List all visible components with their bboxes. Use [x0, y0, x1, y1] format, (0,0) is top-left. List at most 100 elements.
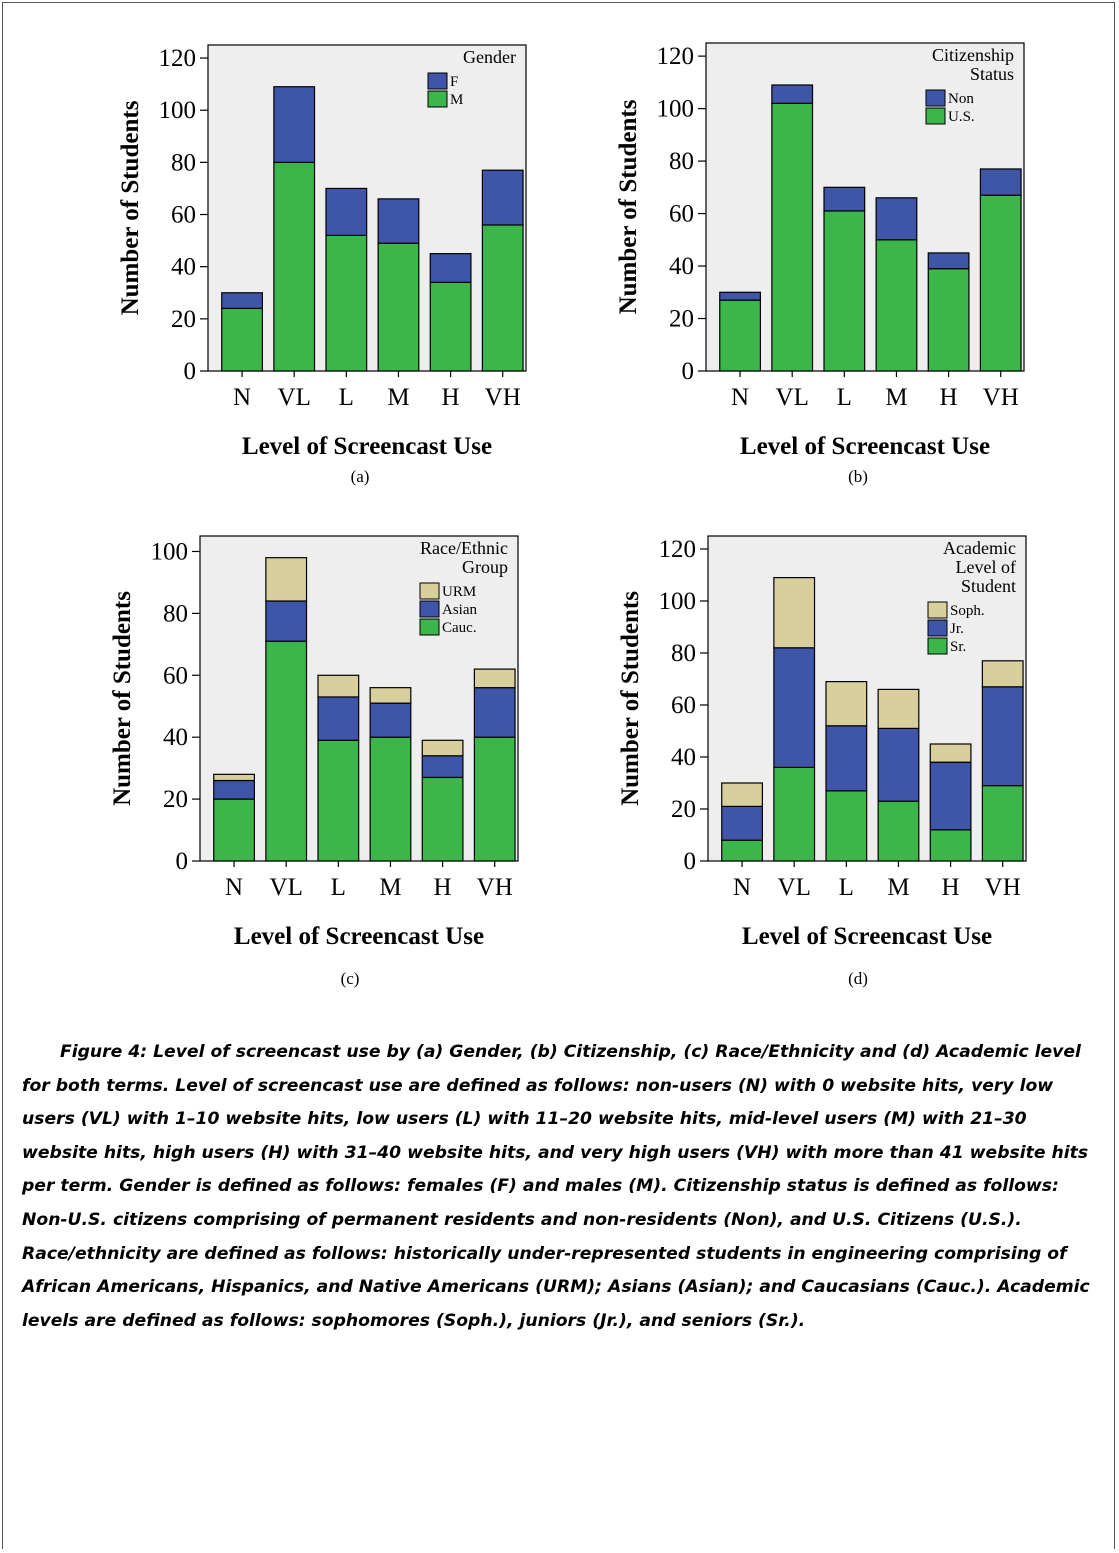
bar-segment-urm [473, 668, 516, 689]
bar-segment-sr [721, 839, 763, 862]
x-tick-label: M [387, 384, 409, 411]
chart-d-svg: 0 20 40 60 80 100 120 N VL L M H VH Level of Screenca… [617, 535, 1027, 950]
x-tick-label: L [837, 384, 852, 411]
x-tick-label: VH [485, 384, 521, 411]
bar-segment-non [823, 186, 866, 212]
y-tick-label: 80 [171, 149, 196, 176]
legend-label: U.S. [948, 109, 975, 125]
bar-segment-jr [825, 725, 868, 792]
y-tick-label: 0 [682, 358, 695, 385]
x-tick-label: L [331, 874, 346, 901]
x-axis-label: Level of Screencast Use [234, 923, 484, 950]
bar-segment-soph [825, 681, 868, 727]
legend-swatch-soph [927, 601, 948, 619]
y-tick-label: 20 [171, 306, 196, 333]
chart-b-svg: 0 20 40 60 80 100 120 N VL L M H VH Level of Screenca… [615, 42, 1025, 460]
legend-label: URM [442, 584, 476, 600]
bar-segment-m [377, 242, 420, 372]
y-tick-label: 120 [657, 43, 695, 70]
bar-segment-m [325, 234, 368, 372]
x-axis-label: Level of Screencast Use [742, 923, 992, 950]
y-tick-label: 40 [171, 254, 196, 281]
x-tick-label: VL [270, 874, 303, 901]
legend-swatch-us [925, 107, 946, 125]
bar-segment-asian [265, 600, 308, 642]
bar-segment-soph [929, 743, 972, 763]
y-tick-label: 60 [171, 202, 196, 229]
bar-segment-f [429, 253, 472, 283]
legend-swatch-f [427, 72, 448, 90]
y-tick-label: 60 [669, 201, 694, 228]
legend-label: Non [948, 91, 974, 107]
y-tick-label: 80 [163, 600, 188, 627]
bar-segment-f [481, 169, 524, 226]
chart-a-svg: 0 20 40 60 80 100 120 N VL L M H VH Level of Screenca… [117, 44, 527, 460]
y-tick-label: 40 [669, 253, 694, 280]
bar-segment-asian [317, 696, 360, 741]
bar-segment-jr [929, 761, 972, 831]
bar-segment-asian [421, 755, 464, 779]
bar-segment-m [221, 307, 263, 372]
legend-title: Academic [943, 538, 1016, 558]
bar-segment-non [927, 252, 970, 270]
bar-segment-us [719, 299, 761, 372]
bar-segment-cauc [369, 736, 412, 862]
y-tick-label: 80 [671, 640, 696, 667]
bar-segment-asian [473, 687, 516, 738]
bar-segment-us [927, 268, 970, 372]
bar-segment-urm [369, 687, 412, 704]
bar-segment-soph [981, 660, 1024, 688]
bar-segment-f [273, 86, 316, 163]
bar-segment-sr [981, 785, 1024, 862]
legend-title: Race/Ethnic [420, 538, 508, 558]
legend-label: F [450, 74, 458, 90]
bar-segment-sr [877, 800, 920, 862]
bar-segment-jr [773, 647, 816, 769]
bar-segment-urm [213, 773, 255, 782]
bar-segment-cauc [213, 798, 255, 862]
bar-segment-f [221, 292, 263, 310]
x-tick-label: N [233, 384, 251, 411]
bar-segment-cauc [317, 739, 360, 862]
x-tick-label: H [434, 874, 452, 901]
bar-segment-us [979, 194, 1022, 372]
legend-swatch-sr [927, 637, 948, 655]
bar-segment-jr [877, 727, 920, 802]
bar-segment-cauc [473, 736, 516, 862]
y-tick-label: 20 [671, 796, 696, 823]
bar-segment-asian [213, 779, 255, 800]
bar-segment-soph [721, 782, 763, 807]
y-tick-label: 40 [163, 724, 188, 751]
y-tick-label: 20 [669, 306, 694, 333]
chart-panel-d: 0 20 40 60 80 100 120 N VL L M H VH Level of Screenca… [598, 524, 1118, 1019]
y-tick-label: 100 [159, 97, 197, 124]
bar-segment-jr [721, 805, 763, 841]
legend-title: Status [970, 64, 1014, 84]
y-tick-label: 60 [671, 692, 696, 719]
x-tick-label: M [887, 874, 909, 901]
legend-label: M [450, 92, 463, 108]
bar-segment-us [875, 239, 918, 372]
bar-segment-non [875, 197, 918, 241]
bar-segment-non [719, 291, 761, 301]
legend-swatch-cauc [419, 618, 440, 636]
bar-segment-sr [773, 766, 816, 862]
y-tick-label: 120 [659, 536, 697, 563]
x-axis-label: Level of Screencast Use [740, 433, 990, 460]
y-tick-label: 0 [184, 358, 197, 385]
legend-title: Level of [956, 557, 1016, 577]
legend-swatch-asian [419, 600, 440, 618]
legend-title: Gender [463, 47, 516, 67]
bar-segment-cauc [265, 640, 308, 862]
legend-label: Asian [442, 602, 477, 618]
chart-c-svg: 0 20 40 60 80 100 N VL L M H VH Level of Screencast … [109, 535, 519, 950]
x-tick-label: H [940, 384, 958, 411]
legend-title: Student [961, 576, 1016, 596]
x-tick-label: H [942, 874, 960, 901]
x-tick-label: VH [477, 874, 513, 901]
bar-segment-m [481, 224, 524, 372]
legend-label: Jr. [950, 621, 964, 637]
y-axis-label: Number of Students [117, 100, 144, 315]
y-axis-label: Number of Students [615, 99, 642, 314]
x-tick-label: VL [778, 874, 811, 901]
